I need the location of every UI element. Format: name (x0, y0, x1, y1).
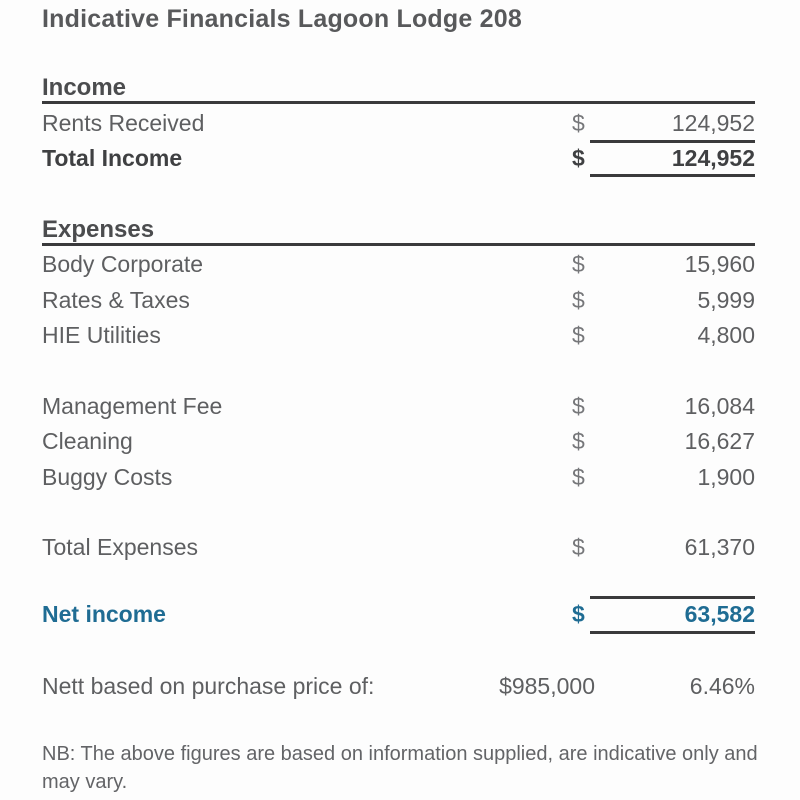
purchase-price-value: $985,000 (499, 673, 595, 699)
expenses-heading-rule (42, 243, 755, 246)
currency-symbol: $ (572, 251, 585, 277)
table-row-cleaning: Cleaning $ 16,627 (42, 428, 755, 455)
page-title: Indicative Financials Lagoon Lodge 208 (42, 5, 522, 33)
row-label: Rates & Taxes (42, 287, 190, 313)
currency-symbol: $ (572, 322, 585, 348)
row-amount: 5,999 (697, 287, 755, 313)
row-label: HIE Utilities (42, 322, 161, 348)
row-amount: 124,952 (671, 110, 755, 136)
row-label: Management Fee (42, 393, 223, 419)
row-label: Net income (42, 601, 166, 627)
currency-symbol: $ (572, 393, 585, 419)
currency-symbol: $ (572, 428, 585, 454)
purchase-price-row: Nett based on purchase price of: $985,00… (42, 673, 755, 700)
table-row-total-income: Total Income $ 124,952 (42, 145, 755, 172)
net-income-bottom-rule (590, 631, 755, 634)
row-label: Rents Received (42, 110, 205, 136)
table-row-buggy-costs: Buggy Costs $ 1,900 (42, 464, 755, 491)
row-label: Total Income (42, 145, 183, 171)
table-row-total-expenses: Total Expenses $ 61,370 (42, 534, 755, 561)
row-label: Buggy Costs (42, 464, 173, 490)
row-label: Total Expenses (42, 534, 198, 560)
row-amount: 4,800 (697, 322, 755, 348)
table-row-management-fee: Management Fee $ 16,084 (42, 393, 755, 420)
row-label: Cleaning (42, 428, 133, 454)
net-income-top-rule (590, 596, 755, 599)
row-amount: 16,084 (684, 393, 755, 419)
currency-symbol: $ (572, 145, 585, 171)
disclaimer-note: NB: The above figures are based on infor… (42, 743, 758, 793)
subtotal-rule (590, 140, 755, 143)
table-row-net-income: Net income $ 63,582 (42, 601, 755, 628)
total-income-rule (590, 174, 755, 177)
net-yield-percentage: 6.46% (689, 673, 755, 699)
expenses-section-heading: Expenses (42, 216, 155, 243)
purchase-price-label: Nett based on purchase price of: (42, 673, 375, 699)
currency-symbol: $ (572, 534, 585, 560)
currency-symbol: $ (572, 464, 585, 490)
currency-symbol: $ (572, 287, 585, 313)
financial-statement: Indicative Financials Lagoon Lodge 208 I… (42, 0, 758, 800)
row-amount: 15,960 (684, 251, 755, 277)
currency-symbol: $ (572, 601, 585, 627)
row-amount: 63,582 (684, 601, 755, 627)
row-amount: 124,952 (671, 145, 755, 171)
table-row-body-corporate: Body Corporate $ 15,960 (42, 251, 755, 278)
row-label: Body Corporate (42, 251, 204, 277)
currency-symbol: $ (572, 110, 585, 136)
table-row-rates-taxes: Rates & Taxes $ 5,999 (42, 287, 755, 314)
table-row-hie-utilities: HIE Utilities $ 4,800 (42, 322, 755, 349)
row-amount: 16,627 (684, 428, 755, 454)
income-section-heading: Income (42, 74, 127, 101)
income-heading-rule (42, 101, 755, 104)
table-row-rents-received: Rents Received $ 124,952 (42, 110, 755, 137)
row-amount: 1,900 (697, 464, 755, 490)
row-amount: 61,370 (684, 534, 755, 560)
